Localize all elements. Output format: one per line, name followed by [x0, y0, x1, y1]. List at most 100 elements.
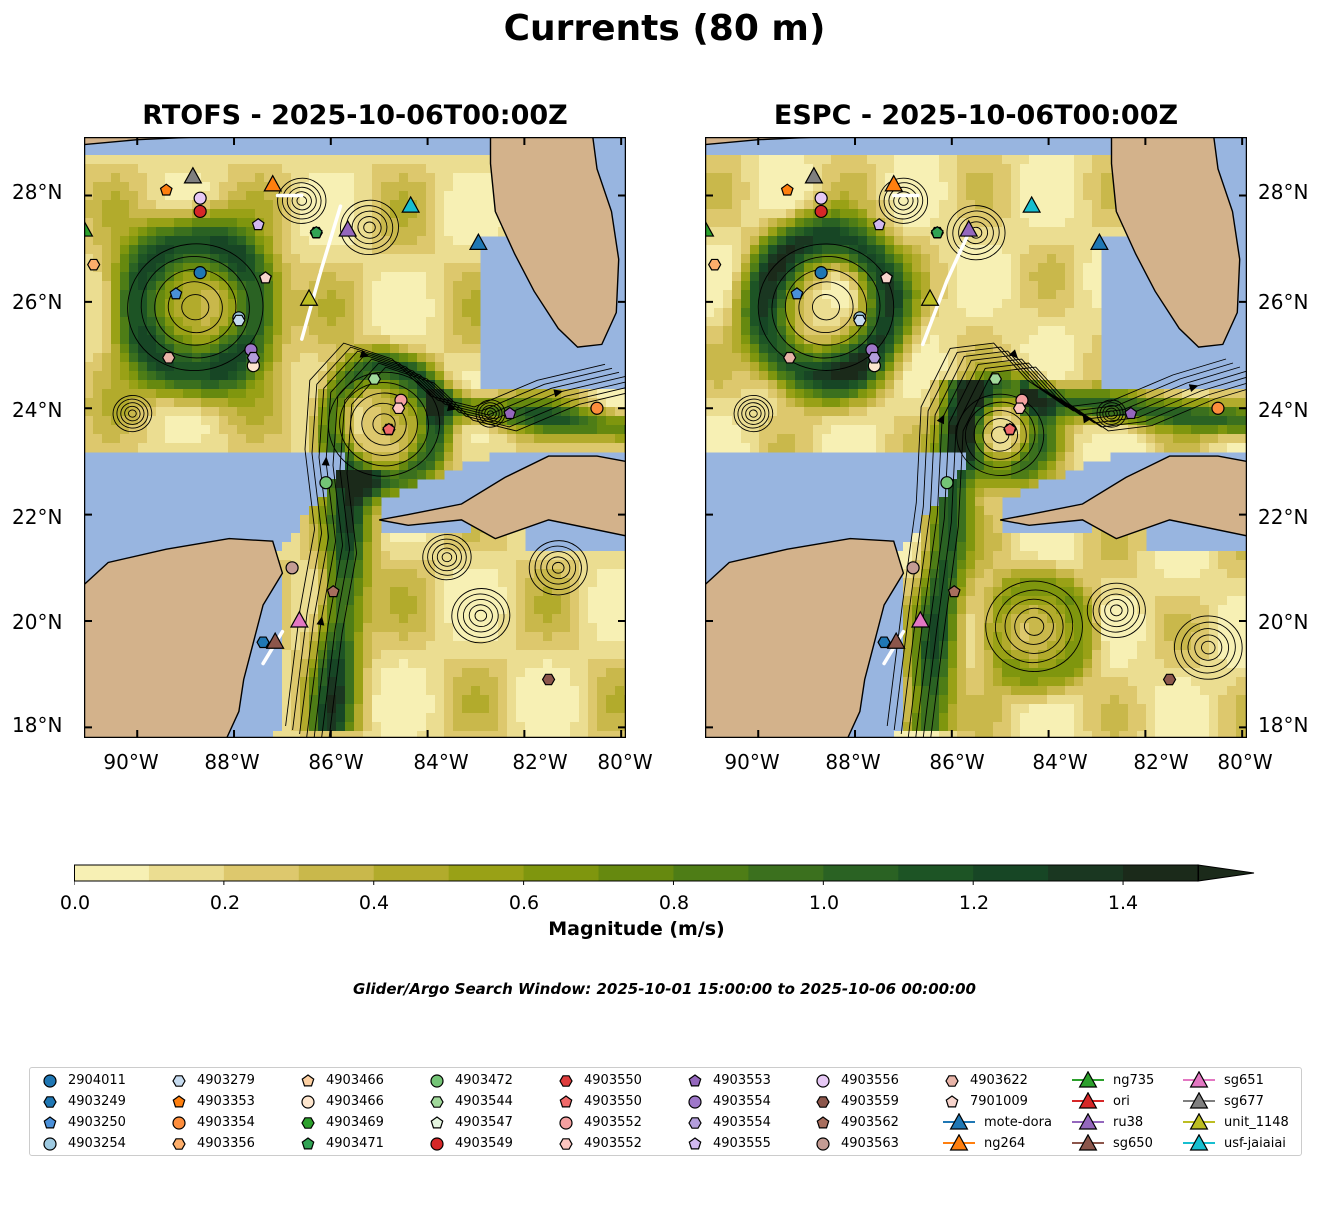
- speed-cell: [291, 443, 301, 453]
- speed-cell: [471, 335, 481, 345]
- speed-cell: [372, 326, 382, 336]
- speed-cell: [561, 731, 571, 738]
- speed-cell: [777, 371, 787, 381]
- speed-cell: [354, 506, 364, 516]
- speed-cell: [408, 209, 418, 219]
- speed-cell: [228, 425, 238, 435]
- speed-cell: [1092, 317, 1102, 327]
- speed-cell: [885, 164, 895, 174]
- speed-cell: [471, 713, 481, 723]
- speed-cell: [444, 533, 454, 543]
- streamline-loop: [540, 551, 577, 585]
- speed-cell: [1020, 344, 1030, 354]
- speed-cell: [129, 155, 139, 165]
- speed-cell: [948, 632, 958, 642]
- speed-cell: [1029, 425, 1039, 435]
- speed-cell: [201, 380, 211, 390]
- speed-cell: [1038, 245, 1048, 255]
- speed-cell: [1200, 551, 1210, 561]
- speed-cell: [147, 200, 157, 210]
- speed-cell: [165, 218, 175, 228]
- speed-cell: [543, 560, 553, 570]
- speed-cell: [417, 641, 427, 651]
- speed-cell: [921, 533, 931, 543]
- speed-cell: [237, 254, 247, 264]
- speed-cell: [1092, 308, 1102, 318]
- speed-cell: [840, 425, 850, 435]
- speed-cell: [606, 677, 616, 687]
- speed-cell: [849, 425, 859, 435]
- speed-cell: [444, 317, 454, 327]
- speed-cell: [381, 614, 391, 624]
- speed-cell: [885, 443, 895, 453]
- speed-cell: [345, 614, 355, 624]
- speed-cell: [318, 587, 328, 597]
- speed-cell: [894, 416, 904, 426]
- speed-cell: [1020, 425, 1030, 435]
- speed-cell: [876, 308, 886, 318]
- speed-cell: [858, 191, 868, 201]
- speed-cell: [354, 524, 364, 534]
- speed-cell: [912, 425, 922, 435]
- speed-cell: [1011, 641, 1021, 651]
- speed-cell: [309, 551, 319, 561]
- speed-cell: [336, 515, 346, 525]
- speed-cell: [993, 452, 1003, 462]
- speed-cell: [435, 245, 445, 255]
- speed-cell: [1101, 389, 1111, 399]
- speed-cell: [381, 317, 391, 327]
- speed-cell: [111, 200, 121, 210]
- speed-cell: [309, 263, 319, 273]
- speed-cell: [228, 362, 238, 372]
- speed-cell: [615, 398, 625, 408]
- speed-cell: [453, 722, 463, 732]
- speed-cell: [579, 641, 589, 651]
- speed-cell: [912, 641, 922, 651]
- speed-cell: [1092, 569, 1102, 579]
- speed-cell: [1119, 560, 1129, 570]
- speed-cell: [165, 434, 175, 444]
- speed-cell: [255, 236, 265, 246]
- speed-cell: [381, 623, 391, 633]
- speed-cell: [1191, 587, 1201, 597]
- streamline-loop: [128, 409, 137, 418]
- speed-cell: [138, 191, 148, 201]
- speed-cell: [777, 281, 787, 291]
- speed-cell: [381, 371, 391, 381]
- speed-cell: [714, 308, 724, 318]
- speed-cell: [957, 614, 967, 624]
- speed-cell: [1191, 407, 1201, 417]
- speed-cell: [822, 407, 832, 417]
- speed-cell: [273, 353, 283, 363]
- speed-cell: [975, 263, 985, 273]
- speed-cell: [201, 443, 211, 453]
- speed-cell: [354, 443, 364, 453]
- speed-cell: [975, 479, 985, 489]
- speed-cell: [138, 416, 148, 426]
- speed-cell: [525, 704, 535, 714]
- speed-cell: [777, 308, 787, 318]
- speed-cell: [246, 209, 256, 219]
- speed-cell: [732, 164, 742, 174]
- speed-cell: [471, 227, 481, 237]
- speed-cell: [597, 434, 607, 444]
- speed-cell: [291, 344, 301, 354]
- speed-cell: [435, 317, 445, 327]
- speed-cell: [417, 344, 427, 354]
- speed-cell: [462, 344, 472, 354]
- speed-cell: [120, 443, 130, 453]
- speed-cell: [138, 173, 148, 183]
- speed-cell: [1074, 263, 1084, 273]
- speed-cell: [354, 713, 364, 723]
- speed-cell: [1038, 551, 1048, 561]
- obs-marker-4903556: [193, 191, 207, 205]
- speed-cell: [525, 677, 535, 687]
- speed-cell: [453, 218, 463, 228]
- speed-cell: [723, 389, 733, 399]
- speed-cell: [219, 164, 229, 174]
- speed-cell: [606, 443, 616, 453]
- speed-cell: [1074, 560, 1084, 570]
- speed-cell: [903, 434, 913, 444]
- speed-cell: [156, 182, 166, 192]
- speed-cell: [507, 434, 517, 444]
